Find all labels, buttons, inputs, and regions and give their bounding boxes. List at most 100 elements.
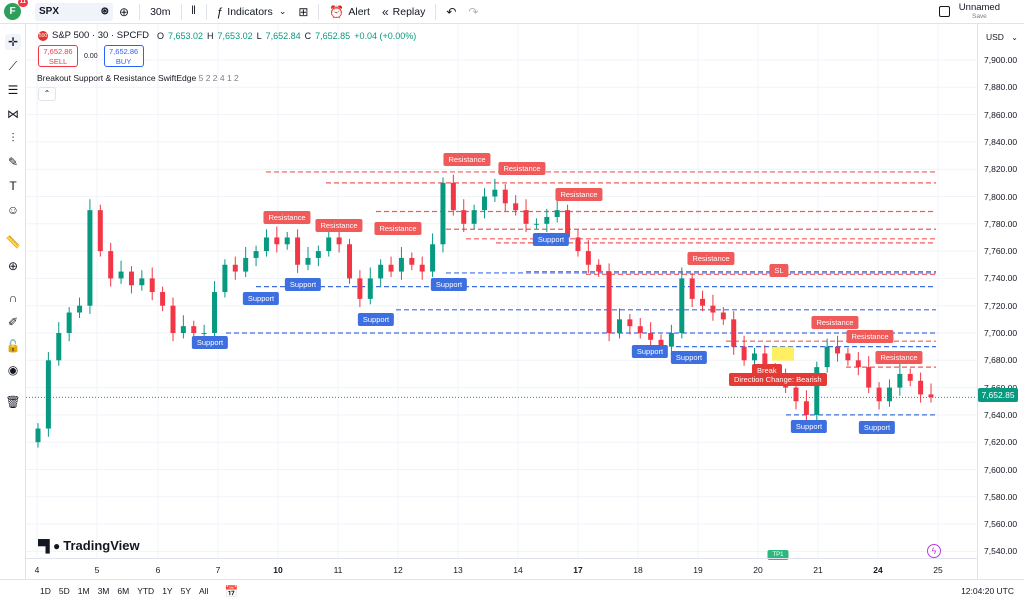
currency-label: USD — [986, 32, 1004, 42]
candle-body — [97, 210, 103, 252]
text-icon[interactable]: T — [9, 179, 17, 193]
candle-body — [212, 292, 218, 333]
open-value: 7,653.02 — [168, 30, 204, 41]
redo-button[interactable]: ↷ — [462, 0, 484, 24]
emoji-icon[interactable]: ☺ — [6, 203, 20, 217]
alert-button[interactable]: ⏰ Alert — [323, 0, 376, 24]
top-toolbar: F 11 SPX ⊛ ⊕ 30m 𝍪 ƒ Indicators ⌄ ⊞ ⏰ Al… — [0, 0, 1024, 24]
time-tick: 13 — [453, 565, 463, 575]
sell-button[interactable]: 7,652.86 SELL — [38, 45, 78, 67]
fib-icon[interactable]: ☰ — [7, 83, 19, 97]
pattern-icon[interactable]: ⋈ — [7, 107, 19, 121]
buy-button[interactable]: 7,652.86 BUY — [103, 45, 144, 67]
candle-body — [762, 353, 768, 374]
avatar-letter: F — [9, 6, 16, 17]
candle-body — [419, 264, 425, 272]
layout-save-label: Save — [971, 13, 987, 20]
legend-title[interactable]: S&P 500 · 30 · SPCFD — [52, 30, 149, 41]
range-button-3m[interactable]: 3M — [97, 586, 110, 596]
range-button-1m[interactable]: 1M — [77, 586, 90, 596]
candle-body — [596, 264, 602, 272]
interval-button[interactable]: 30m — [144, 0, 176, 24]
stop-loss-label: SL — [769, 264, 789, 277]
candle-body — [263, 237, 269, 252]
drawing-toolbar: ✛ ⟋ ☰ ⋈ ⫶ ✎ T ☺ 📏 ⊕ ∩ ✐ 🔓 ◉ 🗑 — [0, 24, 26, 580]
replay-button[interactable]: « Replay — [376, 0, 431, 24]
price-chart[interactable] — [26, 24, 977, 558]
symbol-badge: 500 — [38, 30, 48, 41]
candle-body — [180, 326, 186, 333]
support-label: Support — [532, 233, 570, 246]
lightning-icon[interactable]: ϟ — [927, 544, 941, 558]
price-tick: 7,860.00 — [984, 109, 1018, 120]
range-button-5d[interactable]: 5D — [58, 586, 70, 596]
range-button-1d[interactable]: 1D — [40, 586, 51, 596]
currency-selector[interactable]: USD ⌄ — [983, 30, 1021, 44]
candle-body — [700, 298, 706, 306]
separator — [180, 3, 182, 20]
price-tick: 7,700.00 — [984, 328, 1018, 338]
add-symbol-button[interactable]: ⊕ — [113, 0, 135, 24]
candle-body — [886, 387, 892, 402]
eye-icon[interactable]: ◉ — [7, 363, 19, 377]
price-tick: 7,660.00 — [984, 383, 1017, 393]
layout-checkbox-icon[interactable] — [939, 6, 950, 17]
time-tick: 10 — [273, 565, 283, 575]
time-tick: 20 — [753, 565, 763, 575]
candle-body — [170, 305, 176, 333]
high-value: 7,653.02 — [217, 30, 253, 41]
layouts-button[interactable]: ⊞ — [292, 0, 314, 24]
undo-icon: ↶ — [446, 4, 457, 19]
range-button-5y[interactable]: 5Y — [180, 586, 191, 596]
zoom-icon[interactable]: ⊕ — [7, 259, 19, 273]
indicators-button[interactable]: ƒ Indicators ⌄ — [211, 0, 293, 24]
projection-icon[interactable]: ⫶ — [11, 130, 15, 145]
indicator-legend[interactable]: Breakout Support & Resistance SwiftEdge … — [37, 73, 239, 83]
collapse-legend-button[interactable]: ⌃ — [38, 87, 56, 101]
clock[interactable]: 12:04:20 UTC — [961, 586, 1014, 596]
candle-body — [679, 278, 685, 333]
resistance-label: Resistance — [846, 330, 894, 343]
trend-line-icon[interactable]: ⟋ — [8, 58, 18, 73]
candle-body — [502, 189, 508, 204]
candle-body — [918, 380, 924, 395]
trash-icon[interactable]: 🗑 — [5, 395, 21, 409]
time-tick: 7 — [215, 565, 221, 575]
breakout-highlight — [772, 346, 794, 361]
candle-body — [87, 210, 93, 306]
user-avatar[interactable]: F 11 — [4, 0, 28, 20]
layout-name-button[interactable]: Unnamed Save — [959, 2, 1000, 20]
crosshair-icon[interactable]: ✛ — [5, 34, 21, 50]
range-button-all[interactable]: All — [199, 586, 209, 596]
symbol-search[interactable]: SPX ⊛ — [35, 2, 113, 21]
support-label: Support — [191, 336, 229, 349]
candle-body — [876, 387, 882, 402]
candle-body — [928, 394, 934, 398]
lock-drawing-icon[interactable]: ✐ — [7, 315, 19, 329]
resistance-label: Resistance — [811, 316, 859, 329]
magnet-icon[interactable]: ∩ — [8, 291, 18, 305]
time-tick: 12 — [393, 565, 403, 575]
time-tick: 11 — [333, 565, 343, 575]
bottom-toolbar: 1D 5D 1M 3M 6M YTD 1Y 5Y All 📅 12:04:20 UTC — [0, 579, 1024, 602]
range-button-6m[interactable]: 6M — [117, 586, 130, 596]
price-tick: 7,640.00 — [984, 409, 1018, 420]
range-button-ytd[interactable]: YTD — [137, 586, 155, 596]
candle-body — [253, 251, 259, 258]
candle-body — [35, 428, 41, 443]
date-range-icon[interactable]: 📅 — [224, 585, 239, 598]
candle-body — [835, 346, 841, 354]
chevron-down-icon: ⌄ — [278, 6, 287, 16]
range-button-1y[interactable]: 1Y — [162, 586, 173, 596]
time-axis[interactable]: 4 5 6 7 10 11 12 13 14 17 18 19 20 21 24 25 — [26, 558, 977, 578]
price-axis[interactable]: 7,900.00 7,880.00 7,860.00 7,840.00 7,820.00… — [977, 24, 1024, 580]
range-selector: 1D 5D 1M 3M 6M YTD 1Y 5Y All — [36, 586, 212, 596]
brush-icon[interactable]: ✎ — [7, 155, 19, 169]
candle-body — [430, 244, 436, 272]
chart-type-button[interactable]: 𝍪 — [186, 0, 202, 24]
low-label: L — [256, 30, 262, 41]
lock-icon[interactable]: 🔓 — [5, 339, 21, 353]
candle-body — [565, 210, 571, 238]
ruler-icon[interactable]: 📏 — [5, 235, 21, 249]
undo-button[interactable]: ↶ — [440, 0, 462, 24]
